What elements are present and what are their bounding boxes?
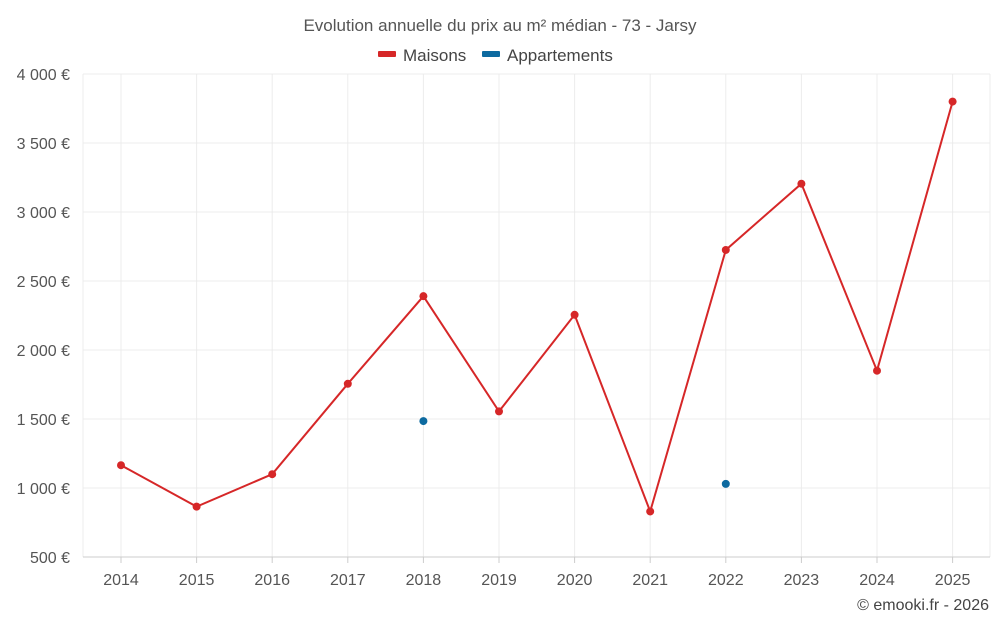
x-tick-label: 2021 <box>632 572 668 589</box>
x-tick-label: 2020 <box>557 572 593 589</box>
data-point-maisons[interactable] <box>117 461 125 470</box>
series-layer <box>117 97 957 516</box>
y-tick-label: 1 000 € <box>17 481 70 498</box>
data-point-maisons[interactable] <box>419 292 428 301</box>
y-tick-label: 3 000 € <box>17 205 70 222</box>
legend-label-appartements: Appartements <box>507 46 613 65</box>
y-tick-label: 1 500 € <box>17 412 70 429</box>
legend-item-maisons[interactable]: Maisons <box>378 46 466 65</box>
data-point-maisons[interactable] <box>646 507 655 516</box>
x-tick-label: 2019 <box>481 572 517 589</box>
x-tick-label: 2022 <box>708 572 744 589</box>
data-point-maisons[interactable] <box>192 502 201 511</box>
x-tick-label: 2017 <box>330 572 366 589</box>
data-point-maisons[interactable] <box>797 179 806 188</box>
chart-title: Evolution annuelle du prix au m² médian … <box>303 16 697 35</box>
legend-label-maisons: Maisons <box>403 46 466 65</box>
credit-text: © emooki.fr - 2026 <box>857 597 989 614</box>
data-point-appartements[interactable] <box>721 479 730 488</box>
data-point-maisons[interactable] <box>948 97 957 106</box>
x-tick-label: 2014 <box>103 572 139 589</box>
data-point-maisons[interactable] <box>721 245 730 254</box>
y-tick-label: 2 000 € <box>17 343 70 360</box>
data-point-maisons[interactable] <box>873 366 881 375</box>
y-tick-label: 2 500 € <box>17 274 70 291</box>
legend-swatch-appartements <box>482 51 500 57</box>
x-tick-label: 2025 <box>935 572 971 589</box>
data-point-maisons[interactable] <box>570 310 579 319</box>
y-axis: 500 € 1 000 € 1 500 € 2 000 € 2 500 € 3 000 €… <box>17 67 70 567</box>
data-point-maisons[interactable] <box>343 379 352 388</box>
legend: Maisons Appartements <box>378 46 613 65</box>
x-tick-label: 2016 <box>254 572 290 589</box>
x-axis: 2014 2015 2016 2017 2018 2019 2020 2021 2022 2023… <box>83 556 990 589</box>
y-tick-label: 3 500 € <box>17 136 70 153</box>
data-point-maisons[interactable] <box>268 470 277 479</box>
legend-swatch-maisons <box>378 51 396 57</box>
data-point-maisons[interactable] <box>495 407 503 416</box>
x-tick-label: 2015 <box>179 572 215 589</box>
data-point-appartements[interactable] <box>419 417 428 426</box>
series-line-maisons <box>120 101 954 515</box>
x-tick-label: 2023 <box>784 572 820 589</box>
y-tick-label: 500 € <box>30 550 70 567</box>
legend-item-appartements[interactable]: Appartements <box>482 46 613 65</box>
y-tick-label: 4 000 € <box>17 67 70 84</box>
x-tick-label: 2018 <box>406 572 442 589</box>
x-tick-label: 2024 <box>859 572 895 589</box>
